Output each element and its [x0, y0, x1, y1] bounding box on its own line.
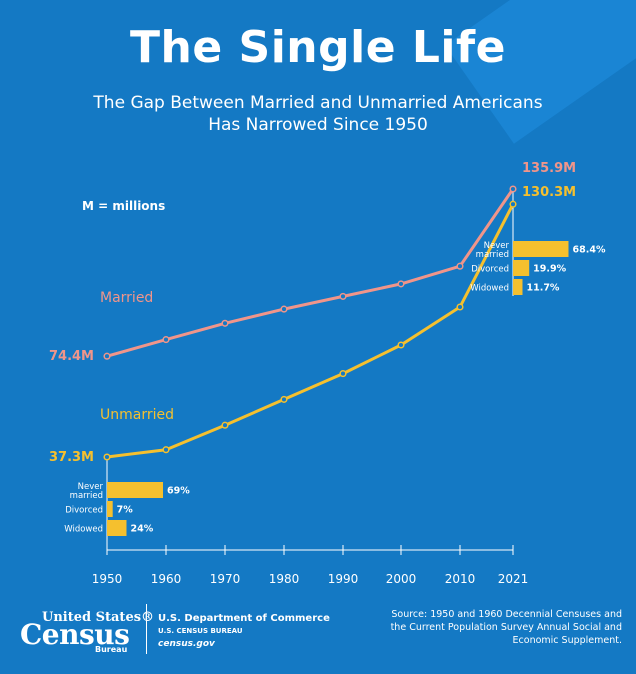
chart-title: The Single Life — [130, 22, 506, 73]
breakdown-label: Never — [484, 241, 510, 251]
series-label: Married — [100, 290, 153, 306]
census-logo-bureau: Bureau — [95, 645, 128, 654]
data-point — [103, 352, 111, 360]
data-label-start: 74.4M — [49, 349, 94, 364]
x-tick-label: 1950 — [92, 572, 123, 586]
data-point — [162, 446, 170, 454]
data-point — [221, 319, 229, 327]
breakdown-value: 19.9% — [533, 264, 566, 275]
breakdown-bar — [107, 482, 163, 498]
subtitle-line-2: Has Narrowed Since 1950 — [208, 115, 428, 135]
breakdown-label: Widowed — [470, 284, 509, 294]
data-point — [456, 262, 464, 270]
breakdown-bar — [513, 279, 523, 295]
department-info: U.S. Department of Commerce U.S. CENSUS … — [158, 612, 330, 651]
breakdown-label: Widowed — [64, 525, 103, 535]
data-label-end: 130.3M — [522, 185, 576, 200]
data-point — [221, 421, 229, 429]
x-tick-label: 1960 — [151, 572, 182, 586]
breakdown-label: Divorced — [65, 506, 103, 516]
data-point — [456, 303, 464, 311]
breakdown-label: married — [476, 250, 509, 260]
breakdown-label: Divorced — [471, 265, 509, 275]
units-note: M = millions — [82, 199, 165, 213]
footer-divider — [146, 604, 147, 654]
x-tick-label: 2021 — [498, 572, 529, 586]
data-point — [280, 395, 288, 403]
breakdown-label: Never — [78, 482, 104, 492]
chart-subtitle: The Gap Between Married and Unmarried Am… — [0, 92, 636, 136]
breakdown-bar — [107, 520, 127, 536]
data-point — [280, 305, 288, 313]
breakdown-value: 24% — [130, 524, 153, 535]
data-point — [162, 336, 170, 344]
data-point — [397, 341, 405, 349]
breakdown-value: 69% — [167, 486, 190, 497]
census-logo-top: United States® — [42, 610, 155, 625]
breakdown-bar — [513, 241, 569, 257]
data-point — [103, 453, 111, 461]
source-note: Source: 1950 and 1960 Decennial Censuses… — [390, 609, 622, 646]
data-label-end: 135.9M — [522, 161, 576, 176]
data-point — [397, 280, 405, 288]
dept-name: U.S. Department of Commerce — [158, 613, 330, 624]
data-point — [339, 292, 347, 300]
census-logo: Census — [20, 618, 130, 651]
data-label-start: 37.3M — [49, 450, 94, 465]
subtitle-line-1: The Gap Between Married and Unmarried Am… — [93, 93, 543, 113]
breakdown-bar — [513, 260, 530, 276]
breakdown-value: 7% — [117, 505, 134, 516]
breakdown-label: married — [70, 491, 103, 501]
breakdown-value: 68.4% — [573, 245, 606, 256]
x-tick-label: 1990 — [328, 572, 359, 586]
series-line-unmarried — [106, 203, 515, 459]
data-point — [339, 370, 347, 378]
x-tick-label: 1980 — [269, 572, 300, 586]
series-line-married — [106, 188, 515, 358]
series-label: Unmarried — [100, 407, 174, 423]
bureau-name: U.S. CENSUS BUREAU — [158, 627, 243, 635]
website-link[interactable]: census.gov — [158, 639, 215, 649]
data-point — [509, 200, 517, 208]
x-tick-label: 2010 — [445, 572, 476, 586]
x-tick-label: 1970 — [210, 572, 241, 586]
breakdown-value: 11.7% — [526, 283, 559, 294]
x-tick-label: 2000 — [386, 572, 417, 586]
data-point — [509, 185, 517, 193]
breakdown-bar — [107, 501, 113, 517]
